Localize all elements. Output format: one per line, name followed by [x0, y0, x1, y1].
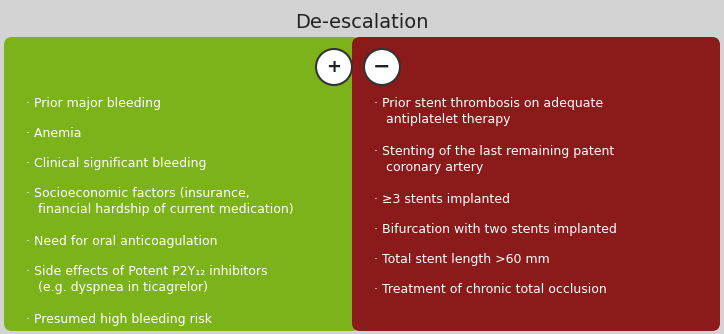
Text: −: −: [374, 57, 391, 77]
Text: · Anemia: · Anemia: [26, 127, 82, 140]
Text: De-escalation: De-escalation: [295, 12, 429, 31]
FancyBboxPatch shape: [4, 37, 360, 331]
Circle shape: [316, 49, 352, 85]
Text: · Prior major bleeding: · Prior major bleeding: [26, 97, 161, 110]
Text: · Clinical significant bleeding: · Clinical significant bleeding: [26, 157, 206, 170]
Text: · Total stent length >60 mm: · Total stent length >60 mm: [374, 253, 550, 266]
Circle shape: [364, 49, 400, 85]
Text: · Prior stent thrombosis on adequate
   antiplatelet therapy: · Prior stent thrombosis on adequate ant…: [374, 97, 603, 126]
Text: · Bifurcation with two stents implanted: · Bifurcation with two stents implanted: [374, 223, 617, 236]
Text: · ≥3 stents implanted: · ≥3 stents implanted: [374, 193, 510, 206]
Text: +: +: [327, 58, 342, 76]
Text: · Presumed high bleeding risk: · Presumed high bleeding risk: [26, 313, 212, 326]
Text: · Stenting of the last remaining patent
   coronary artery: · Stenting of the last remaining patent …: [374, 145, 614, 174]
Text: · Need for oral anticoagulation: · Need for oral anticoagulation: [26, 235, 217, 248]
Text: · Socioeconomic factors (insurance,
   financial hardship of current medication): · Socioeconomic factors (insurance, fina…: [26, 187, 294, 216]
FancyBboxPatch shape: [352, 37, 720, 331]
Text: · Side effects of Potent P2Y₁₂ inhibitors
   (e.g. dyspnea in ticagrelor): · Side effects of Potent P2Y₁₂ inhibitor…: [26, 265, 267, 294]
Text: · Treatment of chronic total occlusion: · Treatment of chronic total occlusion: [374, 283, 607, 296]
